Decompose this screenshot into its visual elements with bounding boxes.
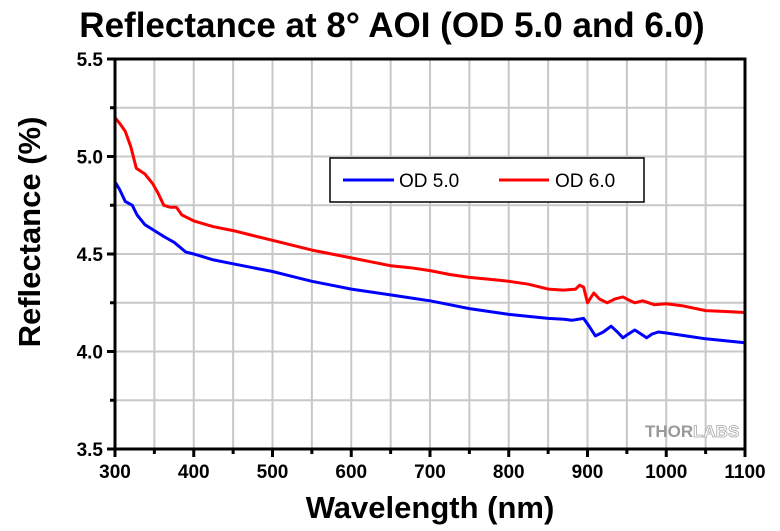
grid-lines — [115, 59, 745, 449]
chart-title: Reflectance at 8° AOI (OD 5.0 and 6.0) — [79, 6, 704, 45]
x-tick-label: 600 — [335, 462, 367, 483]
y-tick-label: 5.5 — [77, 50, 104, 71]
watermark-thor: THOR — [645, 422, 693, 441]
y-axis-label: Reflectance (%) — [12, 117, 47, 348]
series-layer — [113, 116, 746, 345]
axis-ticks — [107, 57, 747, 457]
watermark-labs: LABS — [693, 422, 739, 441]
y-tick-label: 4.0 — [77, 343, 103, 364]
x-tick-label: 1100 — [724, 462, 765, 483]
legend: OD 5.0 OD 6.0 — [329, 157, 645, 203]
x-tick-label: 900 — [572, 462, 604, 483]
x-tick-labels: 300 400 500 600 700 800 900 1000 1100 — [99, 462, 765, 483]
x-tick-label: 400 — [178, 462, 210, 483]
x-tick-label: 800 — [493, 462, 525, 483]
series-line-od-6-0 — [113, 116, 746, 314]
x-tick-label: 700 — [414, 462, 446, 483]
series-line-od-5-0 — [113, 181, 746, 345]
legend-label-od6: OD 6.0 — [555, 171, 615, 192]
thorlabs-watermark: THOR LABS — [645, 422, 740, 442]
y-tick-label: 3.5 — [77, 440, 104, 461]
y-tick-labels: 3.5 4.0 4.5 5.0 5.5 — [77, 50, 104, 461]
y-tick-label: 5.0 — [77, 148, 103, 169]
x-tick-label: 300 — [99, 462, 131, 483]
legend-label-od5: OD 5.0 — [399, 171, 459, 192]
x-tick-label: 500 — [257, 462, 289, 483]
x-tick-label: 1000 — [645, 462, 687, 483]
x-axis-label: Wavelength (nm) — [306, 490, 555, 525]
y-tick-label: 4.5 — [77, 245, 104, 266]
